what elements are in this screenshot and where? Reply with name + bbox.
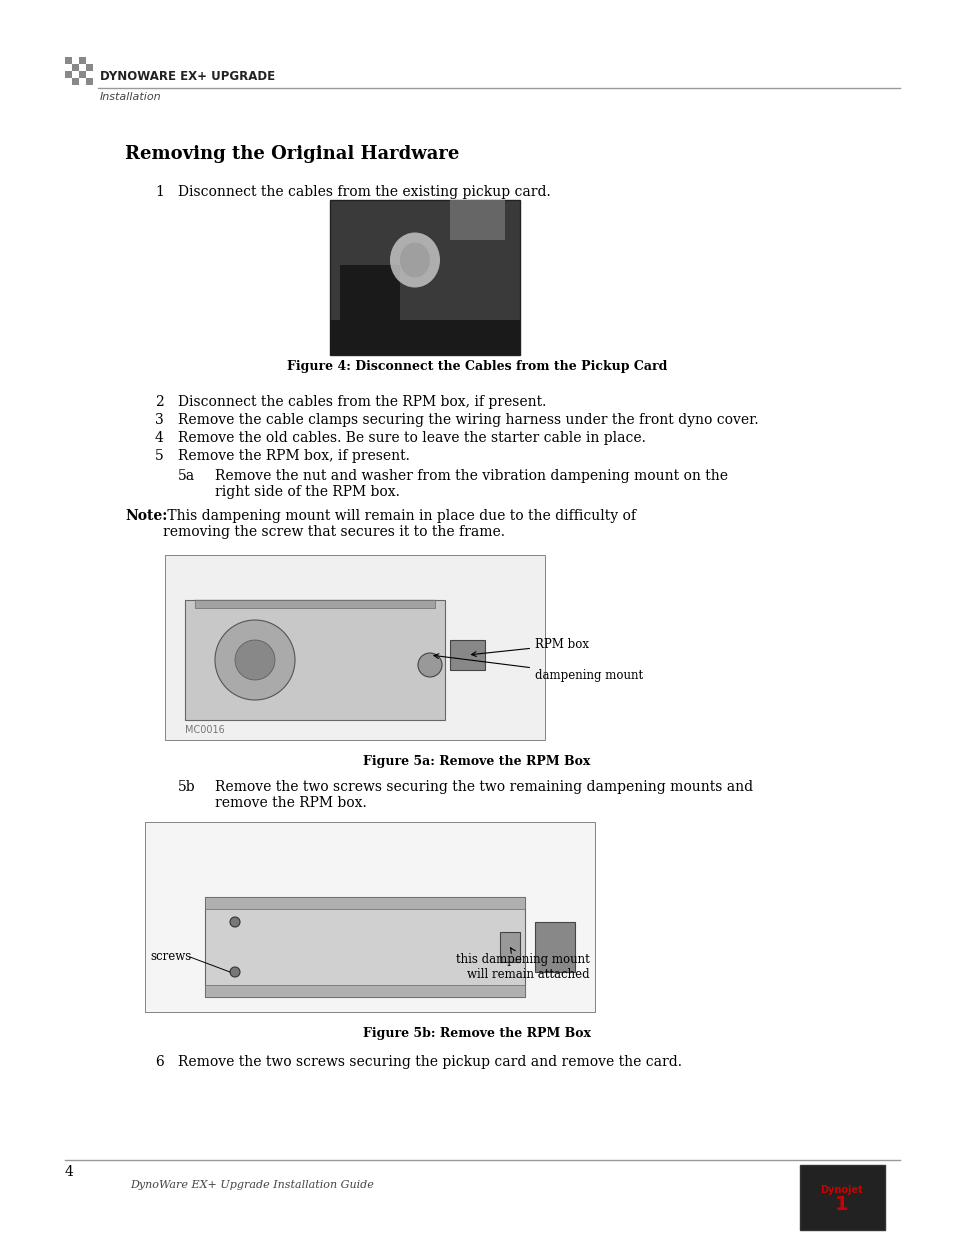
Bar xyxy=(205,897,524,997)
Circle shape xyxy=(417,653,441,677)
Text: Remove the RPM box, if present.: Remove the RPM box, if present. xyxy=(178,450,410,463)
Text: MC0016: MC0016 xyxy=(185,725,225,735)
Bar xyxy=(71,70,79,78)
Text: Dynojet: Dynojet xyxy=(820,1186,862,1195)
Text: DYNOWARE EX+ UPGRADE: DYNOWARE EX+ UPGRADE xyxy=(100,70,274,83)
Bar xyxy=(450,200,504,240)
Text: DynoWare EX+ Upgrade Installation Guide: DynoWare EX+ Upgrade Installation Guide xyxy=(130,1179,374,1191)
Bar xyxy=(86,70,92,78)
Bar xyxy=(450,640,484,671)
Bar xyxy=(339,266,399,345)
Bar xyxy=(79,64,86,70)
Text: RPM box: RPM box xyxy=(471,638,588,657)
Bar xyxy=(330,320,519,354)
Circle shape xyxy=(230,967,240,977)
Text: Figure 5b: Remove the RPM Box: Figure 5b: Remove the RPM Box xyxy=(363,1028,590,1040)
Text: 4: 4 xyxy=(65,1165,73,1179)
Text: 1: 1 xyxy=(834,1195,848,1214)
Bar xyxy=(65,78,71,85)
Bar xyxy=(205,986,524,997)
Text: Remove the nut and washer from the vibration dampening mount on the
right side o: Remove the nut and washer from the vibra… xyxy=(214,469,727,499)
Text: 5a: 5a xyxy=(178,469,195,483)
Text: Remove the two screws securing the two remaining dampening mounts and
remove the: Remove the two screws securing the two r… xyxy=(214,781,752,810)
Bar xyxy=(330,200,519,354)
Text: Remove the cable clamps securing the wiring harness under the front dyno cover.: Remove the cable clamps securing the wir… xyxy=(178,412,758,427)
Ellipse shape xyxy=(399,242,430,278)
Text: 2: 2 xyxy=(154,395,164,409)
Text: Figure 5a: Remove the RPM Box: Figure 5a: Remove the RPM Box xyxy=(363,755,590,768)
Bar xyxy=(499,932,519,962)
Text: Remove the old cables. Be sure to leave the starter cable in place.: Remove the old cables. Be sure to leave … xyxy=(178,431,645,445)
Bar xyxy=(65,64,71,70)
Bar xyxy=(205,897,524,909)
Text: Installation: Installation xyxy=(100,91,161,103)
Text: Note:: Note: xyxy=(125,509,167,522)
Bar xyxy=(71,57,79,64)
Bar xyxy=(194,600,435,608)
Text: Disconnect the cables from the existing pickup card.: Disconnect the cables from the existing … xyxy=(178,185,550,199)
Text: 5b: 5b xyxy=(178,781,195,794)
Bar xyxy=(79,78,86,85)
Text: 3: 3 xyxy=(154,412,164,427)
Circle shape xyxy=(230,918,240,927)
Text: 1: 1 xyxy=(154,185,164,199)
Ellipse shape xyxy=(214,620,294,700)
Text: Remove the two screws securing the pickup card and remove the card.: Remove the two screws securing the picku… xyxy=(178,1055,681,1070)
Text: This dampening mount will remain in place due to the difficulty of
removing the : This dampening mount will remain in plac… xyxy=(163,509,636,540)
Text: Figure 4: Disconnect the Cables from the Pickup Card: Figure 4: Disconnect the Cables from the… xyxy=(287,359,666,373)
Bar xyxy=(86,57,92,64)
Text: 4: 4 xyxy=(154,431,164,445)
Text: Removing the Original Hardware: Removing the Original Hardware xyxy=(125,144,459,163)
Bar xyxy=(165,555,544,740)
Bar xyxy=(535,923,575,972)
Text: 6: 6 xyxy=(154,1055,164,1070)
Text: Disconnect the cables from the RPM box, if present.: Disconnect the cables from the RPM box, … xyxy=(178,395,546,409)
Text: screws: screws xyxy=(150,951,191,963)
Text: 5: 5 xyxy=(154,450,164,463)
Ellipse shape xyxy=(234,640,274,680)
Ellipse shape xyxy=(390,232,439,288)
Bar xyxy=(145,823,595,1011)
Bar xyxy=(65,57,92,85)
Bar xyxy=(800,1165,884,1230)
Text: dampening mount: dampening mount xyxy=(434,653,642,682)
Text: this dampening mount
will remain attached: this dampening mount will remain attache… xyxy=(456,947,589,981)
Bar xyxy=(185,600,444,720)
